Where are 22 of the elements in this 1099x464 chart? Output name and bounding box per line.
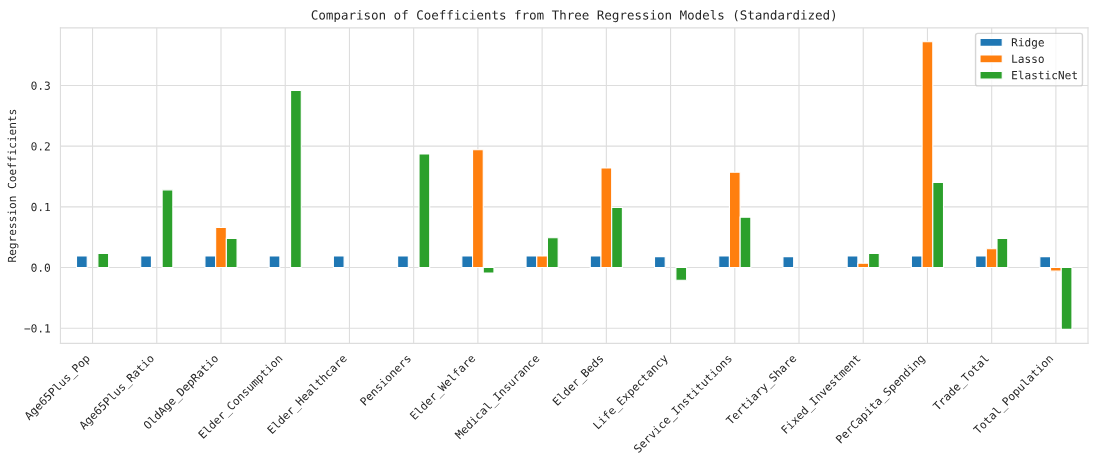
bar xyxy=(653,256,666,269)
chart-title: Comparison of Coefficients from Three Regression Models (Standardized) xyxy=(311,9,836,23)
legend-label: ElasticNet xyxy=(1012,70,1077,80)
bar xyxy=(290,89,302,269)
bar xyxy=(397,255,409,269)
legend-label: Lasso xyxy=(1012,54,1044,63)
bar xyxy=(782,256,795,269)
y-tick-label: 0.1 xyxy=(31,202,50,212)
bar xyxy=(140,255,152,269)
bar xyxy=(161,189,174,269)
y-tick-label: 0.2 xyxy=(31,142,50,151)
legend-label: Ridge xyxy=(1011,37,1044,49)
bar xyxy=(418,153,431,269)
bar xyxy=(332,255,345,269)
y-axis-title: Regression Coefficients xyxy=(7,109,19,262)
y-tick-label: −0.1 xyxy=(24,324,50,333)
bar xyxy=(675,266,688,281)
bar xyxy=(75,255,88,269)
y-tick-label: 0.3 xyxy=(31,81,50,90)
bar xyxy=(268,255,281,269)
bar xyxy=(97,253,110,269)
y-tick-label: 0.0 xyxy=(31,263,50,272)
